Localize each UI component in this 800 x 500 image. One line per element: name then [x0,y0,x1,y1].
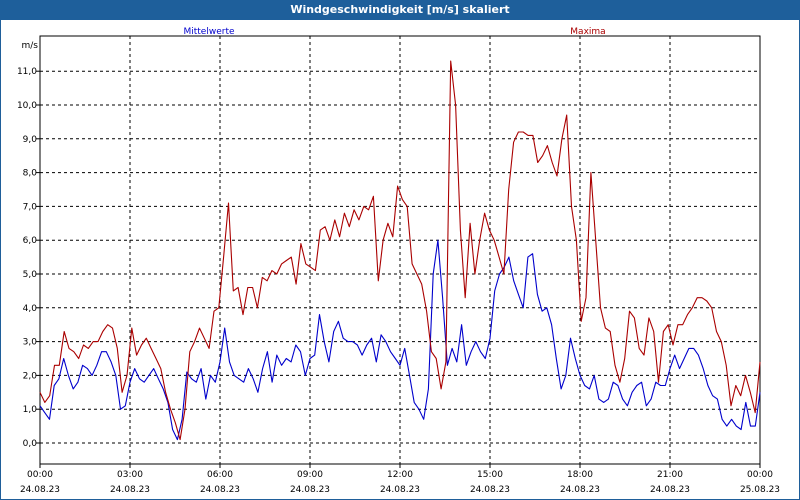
y-tick-label: 8,0 [23,169,38,179]
x-tick-date: 24.08.23 [470,485,510,495]
y-tick-label: 9,0 [23,135,38,145]
tick-labels: 0,0 1,0 2,0 3,0 4,0 5,0 6,0 7,0 8,0 9,0 10,0 11,0 00… [17,41,780,495]
x-tick-date: 24.08.23 [560,485,600,495]
y-tick-label: 3,0 [23,338,38,348]
y-axis-unit: m/s [22,41,39,51]
x-tick-time: 21:00 [657,470,683,480]
series-line-mittelwerte [39,239,761,441]
y-tick-label: 0,0 [23,439,38,449]
y-tick-label: 5,0 [23,270,38,280]
series-lines [39,60,761,441]
x-tick-time: 00:00 [747,470,773,480]
x-tick-time: 00:00 [27,470,53,480]
title-bar [0,0,800,20]
x-tick-time: 15:00 [477,470,503,480]
y-tick-label: 2,0 [23,371,38,381]
x-tick-time: 12:00 [387,470,413,480]
y-tick-label: 1,0 [23,405,38,415]
x-tick-date: 24.08.23 [650,485,690,495]
y-tick-label: 7,0 [23,202,38,212]
y-tick-label: 11,0 [17,67,37,77]
x-tick-date: 24.08.23 [290,485,330,495]
x-tick-date: 25.08.23 [740,485,780,495]
legend: Mittelwerte Maxima [183,27,605,37]
x-tick-date: 24.08.23 [200,485,240,495]
plot-border [39,35,761,465]
grid [40,36,760,464]
x-tick-time: 09:00 [297,470,323,480]
y-tick-label: 6,0 [23,236,38,246]
x-tick-time: 18:00 [567,470,593,480]
x-tick-time: 06:00 [207,470,233,480]
legend-label-maxima: Maxima [570,27,605,37]
x-tick-time: 03:00 [117,470,143,480]
x-tick-date: 24.08.23 [20,485,60,495]
x-tick-date: 24.08.23 [380,485,420,495]
y-tick-label: 4,0 [23,304,38,314]
axes [36,35,761,468]
series-line-maxima [39,60,761,441]
y-tick-label: 10,0 [17,101,37,111]
x-tick-date: 24.08.23 [110,485,150,495]
legend-label-mittelwerte: Mittelwerte [183,27,234,37]
window-title: Windgeschwindigkeit [m/s] skaliert [290,3,510,16]
